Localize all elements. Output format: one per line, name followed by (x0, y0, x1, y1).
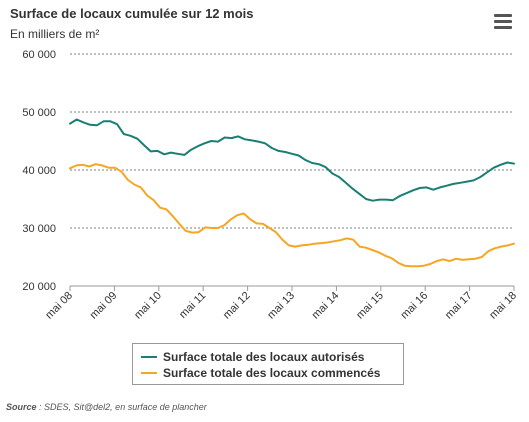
x-tick-label: mai 09 (88, 290, 120, 322)
source-text: : SDES, Sit@del2, en surface de plancher (36, 402, 207, 412)
chart-title: Surface de locaux cumulée sur 12 mois (10, 6, 254, 21)
legend-label-commences: Surface totale des locaux commencés (163, 366, 381, 380)
legend-label-autorises: Surface totale des locaux autorisés (163, 350, 365, 364)
legend-item-autorises[interactable]: Surface totale des locaux autorisés (141, 349, 364, 365)
hamburger-menu-icon[interactable] (494, 14, 512, 30)
x-tick-label: mai 18 (487, 290, 519, 322)
x-tick-label: mai 14 (310, 290, 342, 322)
chart-subtitle: En milliers de m² (10, 27, 100, 41)
y-tick-label: 40 000 (22, 165, 56, 177)
line-chart: 20 000 30 000 40 000 50 000 60 000 mai 08 mai … (22, 49, 519, 322)
x-tick-label: mai 10 (132, 290, 164, 322)
source-note: Source : SDES, Sit@del2, en surface de p… (6, 402, 207, 412)
x-tick-label: mai 12 (221, 290, 253, 322)
x-tick-label: mai 08 (43, 290, 75, 322)
y-tick-label: 20 000 (22, 281, 56, 293)
source-label: Source (6, 402, 37, 412)
y-tick-label: 50 000 (22, 107, 56, 119)
legend-swatch-autorises (141, 356, 157, 358)
y-tick-label: 30 000 (22, 223, 56, 235)
x-tick-label: mai 16 (398, 290, 430, 322)
x-tick-label: mai 13 (265, 290, 297, 322)
chart-legend: Surface totale des locaux autorisés Surf… (132, 343, 404, 385)
legend-swatch-commences (141, 372, 157, 374)
x-tick-label: mai 17 (443, 290, 475, 322)
x-tick-label: mai 15 (354, 290, 386, 322)
x-tick-label: mai 11 (177, 290, 208, 321)
legend-item-commences[interactable]: Surface totale des locaux commencés (141, 365, 380, 381)
series-line-1 (69, 163, 515, 268)
y-tick-label: 60 000 (22, 49, 56, 61)
series-line-0 (69, 118, 515, 202)
